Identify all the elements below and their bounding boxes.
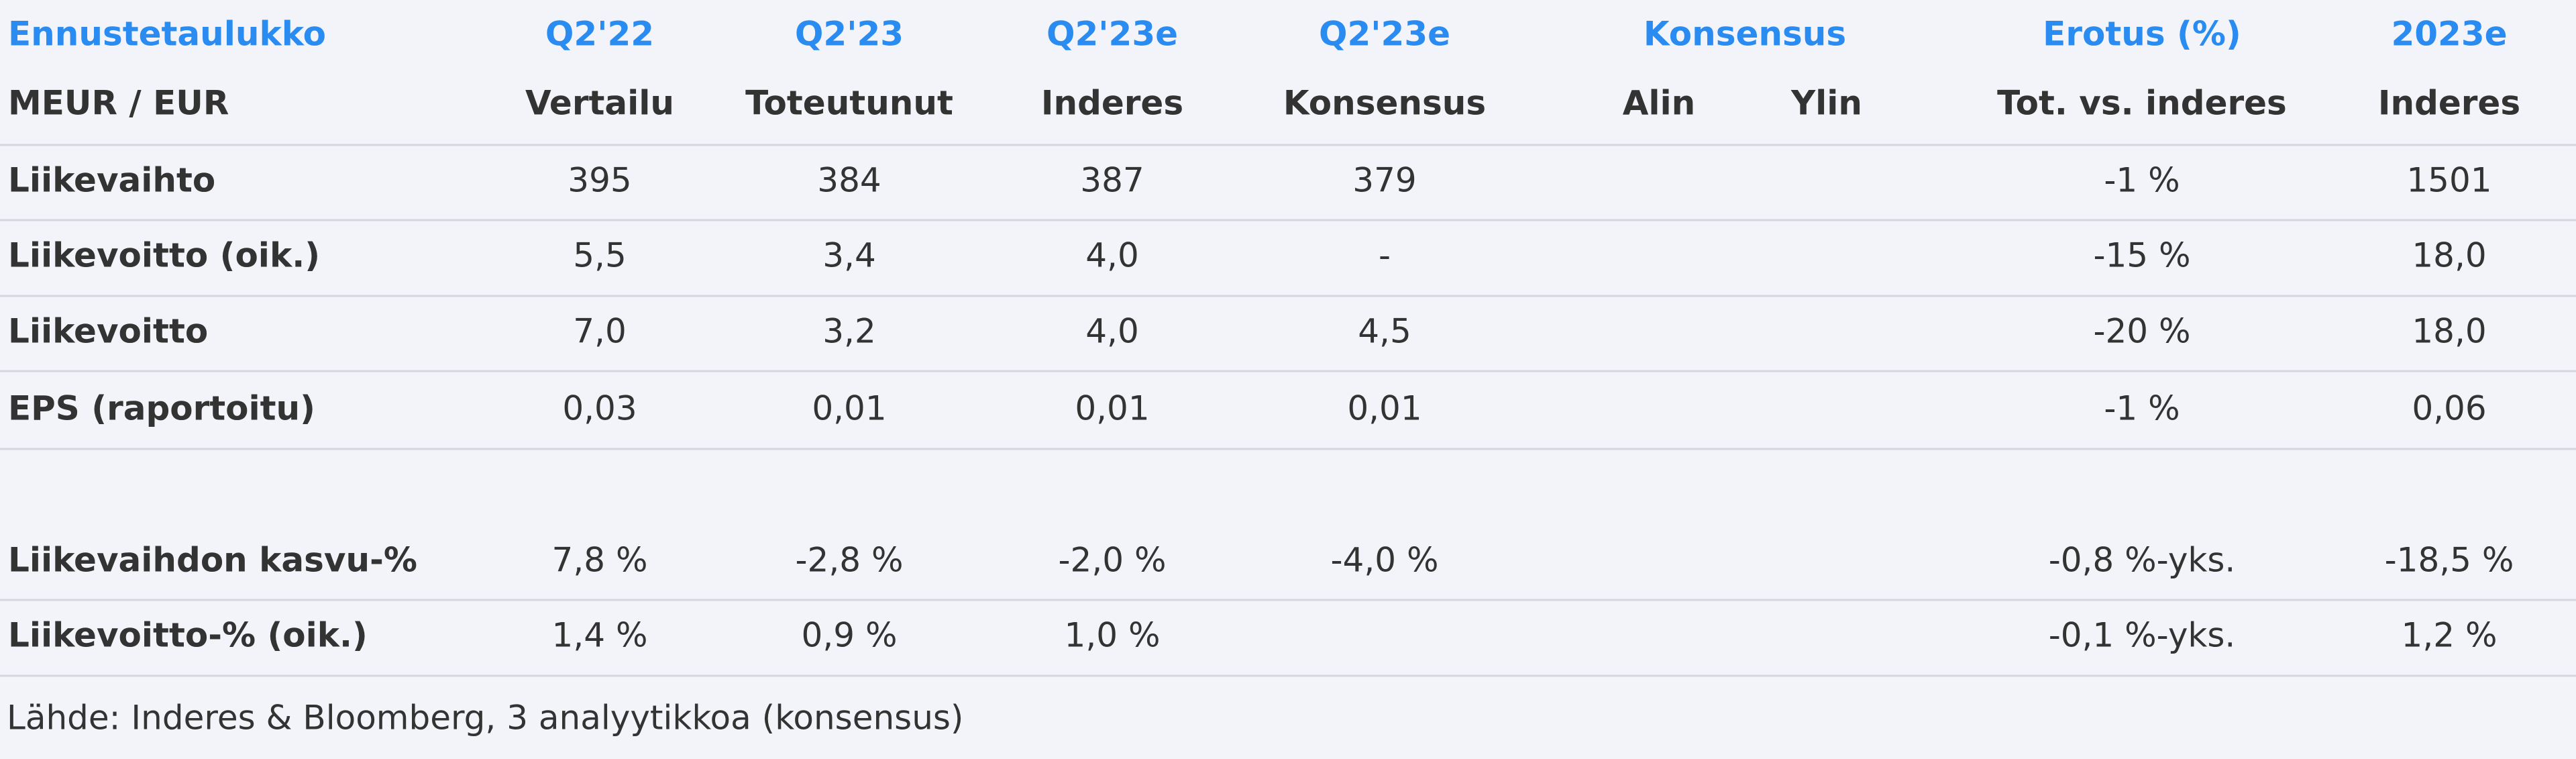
- table-cell: -0,1 %-yks.: [2049, 616, 2236, 655]
- table-cell: -2,8 %: [796, 541, 904, 580]
- table-cell: 7,8 %: [552, 541, 648, 580]
- table-cell: -: [1379, 236, 1391, 275]
- subheader-cell: Inderes: [1041, 84, 1183, 123]
- header-cell: Ennustetaulukko: [8, 15, 326, 54]
- subheader-cell: Alin: [1623, 84, 1696, 123]
- table-cell: 0,01: [1075, 389, 1149, 428]
- table-cell: -15 %: [2093, 236, 2190, 275]
- row-label: EPS (raportoitu): [8, 389, 315, 428]
- subheader-cell: Vertailu: [525, 84, 674, 123]
- table-cell: 4,5: [1358, 312, 1411, 351]
- subheader-cell: Tot. vs. inderes: [1997, 84, 2287, 123]
- table-cell: 5,5: [573, 236, 627, 275]
- header-cell: Q2'23e: [1046, 15, 1178, 54]
- table-cell: 384: [817, 161, 881, 200]
- table-cell: 0,01: [812, 389, 886, 428]
- header-cell: Q2'22: [545, 15, 654, 54]
- table-cell: 3,2: [822, 312, 876, 351]
- table-cell: -18,5 %: [2385, 541, 2514, 580]
- table-cell: 1,2 %: [2402, 616, 2498, 655]
- header-cell: 2023e: [2391, 15, 2507, 54]
- subheader-cell: Inderes: [2378, 84, 2520, 123]
- table-cell: 18,0: [2412, 236, 2486, 275]
- table-cell: 1501: [2406, 161, 2491, 200]
- row-label: Liikevoitto (oik.): [8, 236, 320, 275]
- header-cell: Q2'23: [795, 15, 904, 54]
- table-cell: -1 %: [2104, 389, 2180, 428]
- table-cell: -4,0 %: [1331, 541, 1439, 580]
- table-cell: -20 %: [2093, 312, 2190, 351]
- row-label: Liikevaihdon kasvu-%: [8, 541, 417, 580]
- table-cell: 3,4: [822, 236, 876, 275]
- subheader-cell: Konsensus: [1283, 84, 1486, 123]
- table-cell: 0,06: [2412, 389, 2486, 428]
- table-cell: 7,0: [573, 312, 627, 351]
- table-cell: 387: [1080, 161, 1144, 200]
- row-label: Liikevaihto: [8, 161, 215, 200]
- header-cell: Q2'23e: [1319, 15, 1450, 54]
- table-cell: 4,0: [1085, 312, 1139, 351]
- table-cell: 4,0: [1085, 236, 1139, 275]
- table-cell: 0,03: [562, 389, 637, 428]
- header-cell: Konsensus: [1644, 15, 1846, 54]
- table-cell: -0,8 %-yks.: [2049, 541, 2236, 580]
- row-label: Liikevoitto-% (oik.): [8, 616, 368, 655]
- source-note: Lähde: Inderes & Bloomberg, 3 analyytikk…: [7, 699, 963, 738]
- row-label: Liikevoitto: [8, 312, 208, 351]
- table-cell: 18,0: [2412, 312, 2486, 351]
- table-cell: 0,01: [1347, 389, 1421, 428]
- table-cell: -2,0 %: [1059, 541, 1167, 580]
- table-cell: 379: [1352, 161, 1416, 200]
- table-cell: 1,4 %: [552, 616, 648, 655]
- subheader-cell: Toteutunut: [745, 84, 953, 123]
- subheader-cell: Ylin: [1790, 84, 1862, 123]
- table-cell: -1 %: [2104, 161, 2180, 200]
- header-cell: Erotus (%): [2043, 15, 2241, 54]
- table-cell: 395: [568, 161, 631, 200]
- subheader-cell: MEUR / EUR: [8, 84, 229, 123]
- table-cell: 1,0 %: [1065, 616, 1161, 655]
- table-cell: 0,9 %: [802, 616, 898, 655]
